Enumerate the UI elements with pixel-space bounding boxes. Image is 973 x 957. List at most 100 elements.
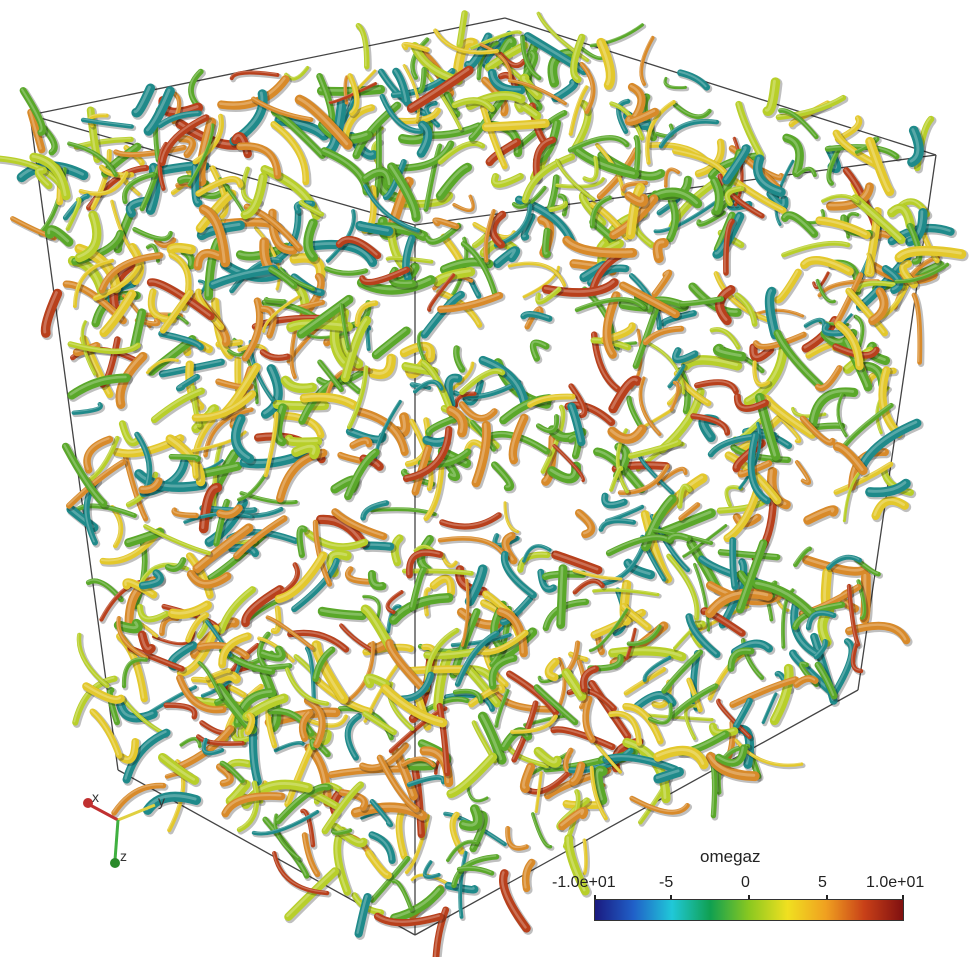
vortex-tube-highlight <box>673 348 696 360</box>
vortex-tube <box>905 208 928 247</box>
vortex-tube-highlight <box>136 471 203 488</box>
vortex-tube <box>236 780 260 833</box>
vortex-tube <box>423 587 432 617</box>
vortex-tube-highlight <box>736 102 761 156</box>
vortex-tube-highlight <box>132 227 171 239</box>
vortex-tube-highlight <box>525 34 585 72</box>
vortex-tube-highlight <box>212 299 231 356</box>
vortex-tube-highlight <box>273 813 299 859</box>
vortex-tube-highlight <box>187 123 213 185</box>
vortex-tube <box>27 108 46 154</box>
vortex-tube-highlight <box>132 310 143 347</box>
vortex-tube <box>453 391 477 408</box>
vortex-tube <box>696 210 726 227</box>
vortex-tube <box>527 393 576 408</box>
vortex-tube <box>708 722 739 738</box>
vortex-tube <box>666 553 700 621</box>
vortex-tube-highlight <box>589 23 642 46</box>
vortex-tube-highlight <box>684 704 696 738</box>
vortex-tube-highlight <box>201 206 226 263</box>
vortex-tube <box>29 152 71 201</box>
vortex-tube-highlight <box>345 567 369 582</box>
vortex-tube <box>572 568 623 581</box>
vortex-tube-highlight <box>775 331 821 387</box>
vortex-tube <box>280 562 300 595</box>
vortex-tube <box>291 442 321 460</box>
vortex-tube <box>153 237 177 249</box>
vortex-tube <box>639 35 655 87</box>
vortex-tube-shadow <box>683 524 730 561</box>
z-axis-label: z <box>120 848 127 864</box>
vortex-tube-highlight <box>331 311 345 364</box>
vortex-tube <box>793 546 812 568</box>
vortex-tube-highlight <box>365 675 386 685</box>
vortex-tube-highlight <box>623 704 661 742</box>
vortex-tube <box>259 645 286 662</box>
vortex-tube-highlight <box>160 755 196 781</box>
vortex-tube-highlight <box>844 339 869 388</box>
vortex-tube-highlight <box>546 175 557 213</box>
vortex-tube-highlight <box>166 558 184 569</box>
vortex-tube <box>522 544 552 563</box>
vortex-tube <box>793 675 819 688</box>
vortex-tube <box>764 286 780 340</box>
vortex-tube <box>356 275 436 295</box>
vortex-tube <box>363 184 420 233</box>
vortex-tube <box>737 460 773 478</box>
vortex-tube-highlight <box>521 312 550 319</box>
vortex-tube-highlight <box>626 109 656 122</box>
vortex-tube-highlight <box>502 552 534 596</box>
vortex-tube-highlight <box>595 768 604 801</box>
vortex-tube-highlight <box>261 647 282 658</box>
vortex-tube-highlight <box>816 423 843 427</box>
vortex-tube <box>911 292 923 365</box>
vortex-tube-highlight <box>377 755 417 810</box>
vortex-tube <box>67 141 118 178</box>
vortex-tube <box>216 504 243 519</box>
vortex-tube-highlight <box>571 35 582 80</box>
vortex-tube <box>328 82 378 104</box>
vortex-tube-highlight <box>662 650 701 691</box>
vortex-tube <box>619 281 680 319</box>
vortex-tube-highlight <box>116 621 139 630</box>
vortex-tube-highlight <box>735 394 766 409</box>
vortex-tube-highlight <box>751 345 771 359</box>
vortex-tube-highlight <box>158 111 199 126</box>
vortex-tube-highlight <box>74 343 97 353</box>
vortex-tube-highlight <box>363 184 418 231</box>
vortex-tube <box>139 164 162 212</box>
vortex-tube-highlight <box>363 711 394 733</box>
vortex-tube-highlight <box>177 374 197 389</box>
vortex-tube-highlight <box>402 64 419 120</box>
vortex-tube-highlight <box>525 307 541 327</box>
vortex-tube-highlight <box>196 177 241 194</box>
vortex-tube-highlight <box>322 782 361 831</box>
vortex-tube-highlight <box>412 768 422 835</box>
vortex-tube-highlight <box>146 358 177 372</box>
vortex-tube-highlight <box>643 656 669 680</box>
vortex-tube-highlight <box>501 871 527 929</box>
vortex-tube-highlight <box>730 677 796 705</box>
vortex-tube <box>647 702 673 725</box>
vortex-tube-highlight <box>832 639 852 693</box>
vortex-tube <box>429 574 456 597</box>
vortex-tube-highlight <box>678 70 707 88</box>
vortex-tube <box>92 263 142 301</box>
vortex-tube <box>215 763 234 787</box>
vortex-tube <box>301 832 321 878</box>
vortex-tube <box>365 324 372 351</box>
vortex-tube <box>656 196 681 216</box>
vortex-tube-highlight <box>339 303 348 349</box>
vortex-tube-highlight <box>87 166 147 208</box>
vortex-tube-highlight <box>633 307 657 366</box>
vortex-tube <box>452 194 475 213</box>
vortex-tube <box>533 746 562 768</box>
vortex-tube-highlight <box>260 350 288 358</box>
vortex-tube-highlight <box>575 297 644 310</box>
vortex-tube <box>66 459 126 509</box>
vortex-tube-highlight <box>328 82 375 102</box>
vortex-tube <box>621 180 649 192</box>
vortex-tube-highlight <box>139 632 152 651</box>
vortex-tube-highlight <box>148 280 211 317</box>
